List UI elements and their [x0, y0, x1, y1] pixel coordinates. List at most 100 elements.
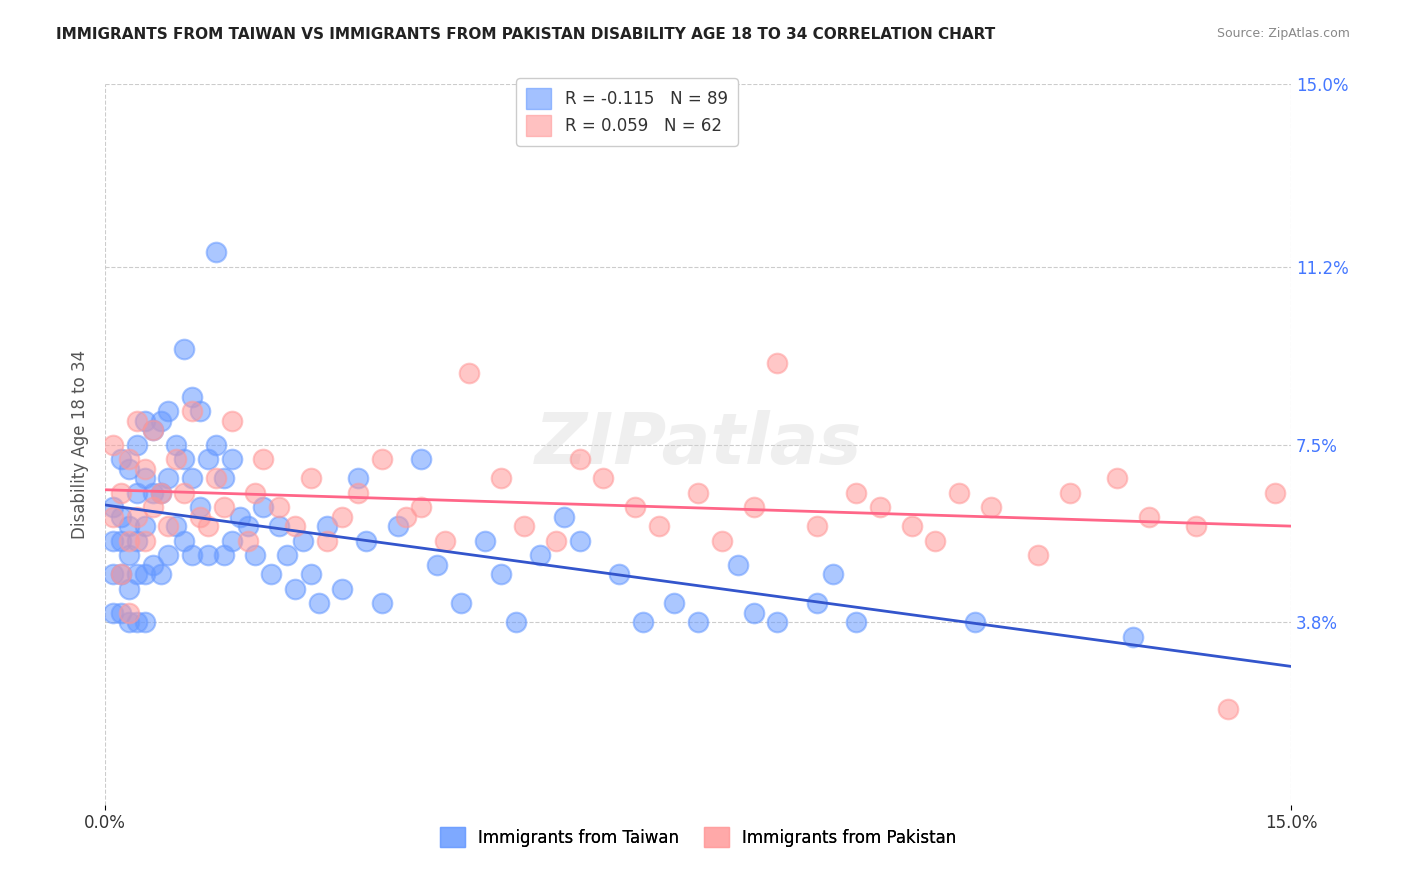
Point: [212, 548, 235, 562]
Point: [125, 509, 148, 524]
Point: [245, 548, 267, 562]
Point: [110, 567, 132, 582]
Point: [544, 533, 567, 548]
Point: [157, 519, 180, 533]
Point: [165, 452, 187, 467]
Point: [291, 533, 314, 548]
Point: [228, 509, 250, 524]
Point: [197, 452, 219, 467]
Point: [607, 567, 630, 582]
Point: [332, 509, 354, 524]
Point: [157, 548, 180, 562]
Point: [411, 452, 433, 467]
Legend: R = -0.115   N = 89, R = 0.059   N = 62: R = -0.115 N = 89, R = 0.059 N = 62: [516, 78, 738, 145]
Point: [869, 500, 891, 514]
Point: [134, 413, 156, 427]
Point: [118, 582, 141, 596]
Point: [101, 606, 124, 620]
Point: [276, 548, 298, 562]
Point: [118, 533, 141, 548]
Point: [371, 596, 394, 610]
Point: [553, 509, 575, 524]
Point: [315, 533, 337, 548]
Point: [149, 485, 172, 500]
Point: [821, 567, 844, 582]
Point: [110, 606, 132, 620]
Point: [181, 390, 204, 404]
Point: [110, 509, 132, 524]
Point: [236, 519, 259, 533]
Point: [347, 471, 370, 485]
Point: [149, 413, 172, 427]
Point: [173, 452, 195, 467]
Point: [505, 615, 527, 630]
Point: [212, 471, 235, 485]
Point: [125, 413, 148, 427]
Point: [489, 567, 512, 582]
Point: [142, 558, 165, 572]
Point: [664, 596, 686, 610]
Point: [1122, 630, 1144, 644]
Point: [118, 548, 141, 562]
Point: [118, 461, 141, 475]
Point: [806, 596, 828, 610]
Point: [269, 519, 291, 533]
Point: [173, 533, 195, 548]
Point: [1185, 519, 1208, 533]
Point: [236, 533, 259, 548]
Point: [165, 519, 187, 533]
Point: [458, 366, 481, 380]
Point: [110, 452, 132, 467]
Point: [1026, 548, 1049, 562]
Point: [1216, 701, 1239, 715]
Point: [299, 567, 322, 582]
Point: [845, 485, 868, 500]
Point: [125, 567, 148, 582]
Point: [1264, 485, 1286, 500]
Point: [371, 452, 394, 467]
Point: [299, 471, 322, 485]
Point: [221, 533, 243, 548]
Point: [624, 500, 647, 514]
Point: [411, 500, 433, 514]
Point: [110, 485, 132, 500]
Point: [1107, 471, 1129, 485]
Text: IMMIGRANTS FROM TAIWAN VS IMMIGRANTS FROM PAKISTAN DISABILITY AGE 18 TO 34 CORRE: IMMIGRANTS FROM TAIWAN VS IMMIGRANTS FRO…: [56, 27, 995, 42]
Point: [948, 485, 970, 500]
Point: [260, 567, 283, 582]
Point: [142, 500, 165, 514]
Point: [980, 500, 1002, 514]
Point: [806, 519, 828, 533]
Point: [149, 485, 172, 500]
Point: [568, 533, 591, 548]
Point: [450, 596, 472, 610]
Point: [592, 471, 614, 485]
Point: [1059, 485, 1081, 500]
Point: [134, 461, 156, 475]
Point: [742, 500, 765, 514]
Point: [434, 533, 457, 548]
Point: [118, 606, 141, 620]
Point: [101, 500, 124, 514]
Point: [426, 558, 449, 572]
Point: [134, 615, 156, 630]
Point: [157, 404, 180, 418]
Point: [924, 533, 946, 548]
Point: [188, 500, 211, 514]
Point: [142, 485, 165, 500]
Point: [284, 582, 307, 596]
Point: [308, 596, 330, 610]
Text: Source: ZipAtlas.com: Source: ZipAtlas.com: [1216, 27, 1350, 40]
Point: [710, 533, 733, 548]
Point: [221, 413, 243, 427]
Point: [134, 533, 156, 548]
Point: [205, 245, 228, 260]
Point: [134, 519, 156, 533]
Point: [181, 548, 204, 562]
Point: [900, 519, 922, 533]
Point: [197, 548, 219, 562]
Point: [489, 471, 512, 485]
Point: [284, 519, 307, 533]
Point: [142, 423, 165, 437]
Point: [134, 471, 156, 485]
